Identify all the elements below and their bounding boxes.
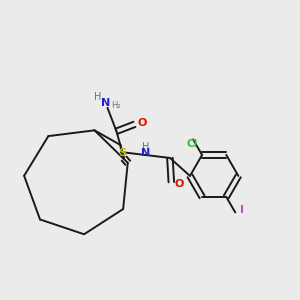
Text: O: O bbox=[175, 179, 184, 189]
Text: Cl: Cl bbox=[187, 139, 198, 149]
Text: I: I bbox=[240, 205, 244, 215]
Text: O: O bbox=[137, 118, 147, 128]
Text: N: N bbox=[141, 148, 150, 158]
Text: H₂: H₂ bbox=[111, 100, 121, 109]
Text: N: N bbox=[101, 98, 110, 108]
Text: H: H bbox=[94, 92, 101, 102]
Text: H: H bbox=[142, 142, 149, 152]
Text: S: S bbox=[118, 148, 126, 158]
